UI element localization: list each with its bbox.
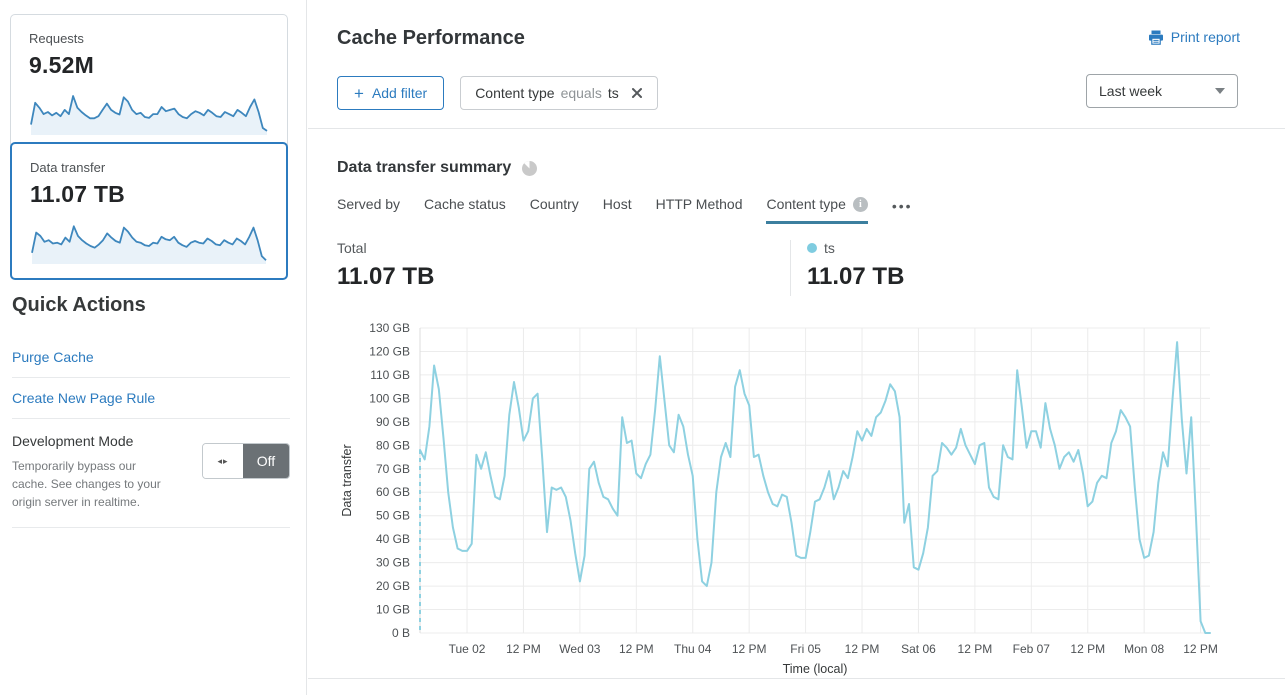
- svg-text:12 PM: 12 PM: [845, 642, 880, 656]
- chevron-down-icon: [1215, 88, 1225, 94]
- tab-host[interactable]: Host: [603, 196, 632, 221]
- add-filter-label: Add filter: [371, 85, 428, 101]
- requests-sparkline: [30, 95, 268, 135]
- svg-text:Data transfer: Data transfer: [340, 444, 354, 516]
- purge-cache-link[interactable]: Purge Cache: [12, 337, 290, 378]
- tab-label: Served by: [337, 196, 401, 212]
- data-transfer-metric-card[interactable]: Data transfer 11.07 TB: [10, 142, 288, 280]
- filter-chip-operator: equals: [560, 85, 602, 101]
- time-range-value: Last week: [1099, 83, 1163, 99]
- svg-text:40 GB: 40 GB: [376, 532, 410, 546]
- svg-text:100 GB: 100 GB: [369, 391, 410, 405]
- dimension-tabs: Served by Cache status Country Host HTTP Met…: [337, 196, 913, 224]
- plus-icon: +: [354, 83, 364, 103]
- development-mode-row: Development Mode Temporarily bypass our …: [12, 419, 290, 528]
- tab-http-method[interactable]: HTTP Method: [656, 196, 743, 221]
- filter-chip-remove-button[interactable]: [631, 87, 643, 99]
- svg-text:30 GB: 30 GB: [376, 556, 410, 570]
- line-chart-svg: 0 B 10 GB 20 GB 30 GB 40 GB 50 GB 60 GB 70 GB 80…: [340, 321, 1218, 676]
- svg-text:20 GB: 20 GB: [376, 579, 410, 593]
- svg-text:12 PM: 12 PM: [1183, 642, 1218, 656]
- print-report-label: Print report: [1170, 29, 1240, 45]
- svg-text:110 GB: 110 GB: [370, 368, 410, 382]
- close-icon: [631, 88, 642, 98]
- svg-text:12 PM: 12 PM: [619, 642, 654, 656]
- filter-chip-content-type: Content type equals ts: [460, 76, 658, 110]
- add-filter-button[interactable]: + Add filter: [337, 76, 445, 110]
- svg-text:80 GB: 80 GB: [376, 438, 410, 452]
- svg-text:Thu 04: Thu 04: [674, 642, 712, 656]
- data-transfer-card-value: 11.07 TB: [30, 181, 125, 207]
- development-mode-description: Temporarily bypass our cache. See change…: [12, 459, 161, 509]
- tab-label: HTTP Method: [655, 196, 743, 212]
- svg-text:50 GB: 50 GB: [376, 509, 410, 523]
- tab-label: Host: [602, 196, 632, 212]
- filter-chip-field: Content type: [475, 85, 555, 101]
- header-divider: [308, 128, 1285, 129]
- pie-chart-icon: [522, 160, 538, 176]
- svg-text:Mon 08: Mon 08: [1124, 642, 1164, 656]
- legend-block-ts: ts 11.07 TB: [790, 240, 1243, 296]
- total-label: Total: [337, 240, 367, 256]
- svg-text:Tue 02: Tue 02: [449, 642, 486, 656]
- svg-text:12 PM: 12 PM: [958, 642, 993, 656]
- svg-text:Feb 07: Feb 07: [1013, 642, 1051, 656]
- svg-text:10 GB: 10 GB: [376, 603, 410, 617]
- bottom-divider: [308, 678, 1285, 679]
- tab-label: Content type: [766, 196, 846, 212]
- requests-card-value: 9.52M: [29, 52, 94, 78]
- tab-content-type[interactable]: Content type i: [766, 196, 868, 224]
- svg-text:Sat 06: Sat 06: [901, 642, 936, 656]
- quick-actions-title: Quick Actions: [12, 294, 146, 316]
- svg-text:Wed 03: Wed 03: [559, 642, 600, 656]
- tab-label: Cache status: [424, 196, 506, 212]
- summary-title-text: Data transfer summary: [337, 159, 512, 176]
- development-mode-title: Development Mode: [12, 433, 134, 449]
- svg-text:12 PM: 12 PM: [506, 642, 541, 656]
- print-report-link[interactable]: Print report: [1148, 29, 1240, 45]
- svg-text:120 GB: 120 GB: [369, 344, 410, 358]
- svg-text:12 PM: 12 PM: [732, 642, 767, 656]
- ts-legend-value: 11.07 TB: [807, 263, 905, 290]
- total-block: Total 11.07 TB: [337, 240, 790, 296]
- toggle-arrows-icon: ◂▸: [203, 444, 243, 478]
- quick-actions-panel: Quick Actions Purge Cache Create New Pag…: [12, 294, 290, 528]
- data-transfer-chart[interactable]: 0 B 10 GB 20 GB 30 GB 40 GB 50 GB 60 GB 70 GB 80…: [337, 316, 1232, 681]
- summary-section-title: Data transfer summary: [337, 159, 538, 177]
- ts-legend-dot-icon: [807, 243, 817, 253]
- toggle-state-label: Off: [243, 444, 289, 478]
- create-page-rule-link[interactable]: Create New Page Rule: [12, 378, 290, 419]
- tab-country[interactable]: Country: [530, 196, 579, 221]
- development-mode-toggle[interactable]: ◂▸ Off: [202, 443, 290, 479]
- requests-card-title: Requests: [29, 31, 84, 46]
- svg-text:130 GB: 130 GB: [369, 321, 410, 335]
- totals-row: Total 11.07 TB ts 11.07 TB: [337, 240, 1255, 296]
- svg-text:60 GB: 60 GB: [376, 485, 410, 499]
- data-transfer-card-title: Data transfer: [30, 160, 106, 175]
- total-value: 11.07 TB: [337, 263, 435, 290]
- data-transfer-sparkline: [31, 225, 267, 264]
- svg-text:90 GB: 90 GB: [376, 415, 410, 429]
- tab-served-by[interactable]: Served by: [337, 196, 400, 221]
- filter-chip-value: ts: [607, 85, 619, 101]
- printer-icon: [1148, 30, 1163, 45]
- requests-metric-card[interactable]: Requests 9.52M: [10, 14, 288, 150]
- time-range-dropdown[interactable]: Last week: [1086, 74, 1238, 108]
- svg-text:Fri 05: Fri 05: [790, 642, 821, 656]
- ts-legend-label: ts: [824, 240, 835, 256]
- main-content: Cache Performance Print report + Add fil…: [308, 0, 1285, 695]
- tab-cache-status[interactable]: Cache status: [424, 196, 506, 221]
- svg-text:70 GB: 70 GB: [376, 462, 410, 476]
- svg-text:12 PM: 12 PM: [1070, 642, 1105, 656]
- svg-text:Time (local): Time (local): [783, 662, 848, 676]
- svg-text:0 B: 0 B: [392, 626, 410, 640]
- tab-label: Country: [529, 196, 579, 212]
- more-dimensions-button[interactable]: •••: [891, 198, 913, 214]
- info-icon[interactable]: i: [852, 196, 868, 212]
- page-title: Cache Performance: [337, 27, 525, 49]
- analytics-sidebar: Requests 9.52M Data transfer 11.07 TB Qu…: [0, 0, 307, 695]
- filter-bar: + Add filter Content type equals ts: [337, 76, 658, 110]
